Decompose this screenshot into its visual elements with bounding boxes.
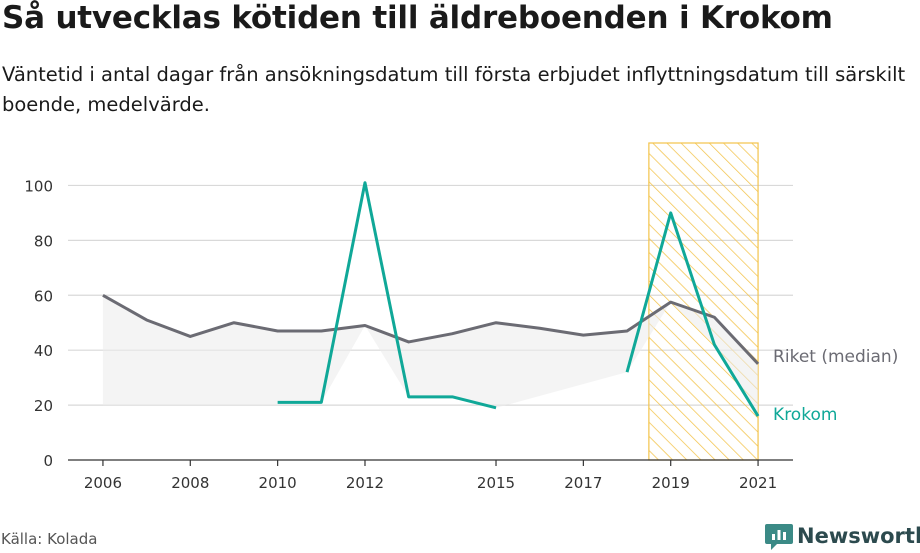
x-tick-label: 2017 <box>564 474 602 492</box>
y-tick-label: 80 <box>34 232 53 250</box>
x-tick-label: 2021 <box>739 474 777 492</box>
source-note: Källa: Kolada <box>1 530 97 548</box>
y-axis: 0 20 40 60 80 100 <box>24 177 53 470</box>
y-tick-label: 40 <box>34 342 53 360</box>
x-tick-label: 2012 <box>346 474 384 492</box>
y-tick-label: 0 <box>43 452 53 470</box>
y-tick-label: 100 <box>24 177 53 195</box>
x-tick-label: 2006 <box>84 474 122 492</box>
y-tick-label: 20 <box>34 397 53 415</box>
highlight-range <box>649 143 758 460</box>
y-tick-label: 60 <box>34 287 53 305</box>
x-axis <box>68 460 793 466</box>
highlight-rect <box>649 143 758 460</box>
x-tick-label: 2010 <box>259 474 297 492</box>
series-label-krokom: Krokom <box>773 405 837 425</box>
x-tick-label: 2008 <box>171 474 209 492</box>
x-tick-label: 2019 <box>652 474 690 492</box>
x-tick-label: 2015 <box>477 474 515 492</box>
brand-logo[interactable]: Newsworthy <box>765 519 920 553</box>
series-label-riket: Riket (median) <box>773 347 898 367</box>
series-labels: Riket (median) Krokom <box>773 347 898 425</box>
brand-name: Newsworthy <box>797 524 920 548</box>
x-tick-labels: 2006 2008 2010 2012 2015 2017 2019 2021 <box>84 474 777 492</box>
newsworthy-logo-icon <box>765 521 793 551</box>
